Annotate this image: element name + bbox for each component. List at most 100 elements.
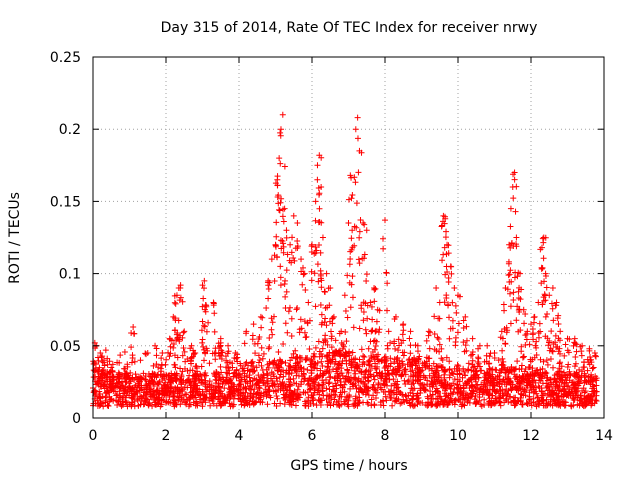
data-point bbox=[491, 387, 498, 394]
data-point bbox=[472, 378, 479, 385]
data-point bbox=[278, 195, 285, 202]
data-point bbox=[109, 361, 116, 368]
data-point bbox=[150, 362, 157, 369]
data-point bbox=[449, 370, 456, 377]
data-point bbox=[281, 163, 288, 170]
data-point bbox=[387, 355, 394, 362]
data-point bbox=[318, 358, 325, 365]
data-point bbox=[381, 354, 388, 361]
x-tick-label: 12 bbox=[522, 428, 540, 444]
data-point bbox=[539, 398, 546, 405]
data-point bbox=[273, 219, 280, 226]
data-point bbox=[378, 386, 385, 393]
data-point bbox=[132, 371, 139, 378]
data-point bbox=[517, 270, 524, 277]
data-point bbox=[223, 357, 230, 364]
data-point bbox=[179, 334, 186, 341]
data-point bbox=[510, 171, 517, 178]
data-point bbox=[499, 387, 506, 394]
data-point bbox=[275, 348, 282, 355]
data-point bbox=[446, 314, 453, 321]
data-point bbox=[286, 363, 293, 370]
data-point bbox=[372, 395, 379, 402]
data-point bbox=[155, 380, 162, 387]
data-point bbox=[340, 343, 347, 350]
data-point bbox=[302, 334, 309, 341]
data-point bbox=[153, 345, 160, 352]
data-point bbox=[460, 317, 467, 324]
data-point bbox=[146, 391, 153, 398]
data-point bbox=[161, 391, 168, 398]
data-point bbox=[395, 347, 402, 354]
data-point bbox=[131, 358, 138, 365]
data-point bbox=[213, 370, 220, 377]
data-point bbox=[462, 342, 469, 349]
data-point bbox=[539, 301, 546, 308]
data-point bbox=[282, 277, 289, 284]
data-point bbox=[259, 314, 266, 321]
data-point bbox=[373, 318, 380, 325]
data-point bbox=[293, 372, 300, 379]
data-point bbox=[316, 191, 323, 198]
data-point bbox=[199, 318, 206, 325]
data-point bbox=[309, 394, 316, 401]
data-point bbox=[592, 353, 599, 360]
data-point bbox=[276, 207, 283, 214]
data-point bbox=[501, 378, 508, 385]
data-point bbox=[101, 381, 108, 388]
data-point bbox=[384, 280, 391, 287]
data-point bbox=[270, 359, 277, 366]
data-point bbox=[305, 299, 312, 306]
data-point bbox=[314, 176, 321, 183]
data-point bbox=[455, 320, 462, 327]
data-point bbox=[270, 370, 277, 377]
data-point bbox=[302, 402, 309, 409]
data-point bbox=[406, 356, 413, 363]
data-point bbox=[490, 375, 497, 382]
data-point bbox=[218, 393, 225, 400]
data-point bbox=[346, 261, 353, 268]
data-point bbox=[324, 341, 331, 348]
data-point bbox=[379, 370, 386, 377]
data-point bbox=[525, 364, 532, 371]
data-point bbox=[140, 392, 147, 399]
data-point bbox=[407, 342, 414, 349]
data-point bbox=[236, 396, 243, 403]
data-point bbox=[458, 403, 465, 410]
data-point bbox=[328, 335, 335, 342]
data-point bbox=[593, 382, 600, 389]
data-point bbox=[523, 387, 530, 394]
data-point bbox=[472, 392, 479, 399]
data-point bbox=[310, 353, 317, 360]
data-point bbox=[349, 349, 356, 356]
data-point bbox=[168, 375, 175, 382]
data-point bbox=[497, 334, 504, 341]
data-point bbox=[523, 370, 530, 377]
data-point bbox=[182, 391, 189, 398]
data-point bbox=[427, 329, 434, 336]
data-point bbox=[284, 329, 291, 336]
data-point bbox=[246, 374, 253, 381]
data-point bbox=[167, 343, 174, 350]
data-point bbox=[277, 126, 284, 133]
data-point bbox=[345, 350, 352, 357]
data-point bbox=[407, 328, 414, 335]
data-point bbox=[217, 363, 224, 370]
data-point bbox=[450, 380, 457, 387]
data-point bbox=[430, 370, 437, 377]
data-point bbox=[403, 393, 410, 400]
data-point bbox=[392, 397, 399, 404]
data-point bbox=[520, 376, 527, 383]
data-point bbox=[570, 395, 577, 402]
data-point bbox=[514, 397, 521, 404]
data-point bbox=[468, 387, 475, 394]
data-point bbox=[540, 392, 547, 399]
data-point bbox=[523, 336, 530, 343]
data-point bbox=[218, 356, 225, 363]
data-point bbox=[383, 269, 390, 276]
data-point bbox=[352, 393, 359, 400]
x-tick-labels: 0 2 4 6 8 10 12 14 bbox=[89, 428, 613, 444]
data-point bbox=[578, 352, 585, 359]
data-point bbox=[234, 351, 241, 358]
data-point bbox=[282, 396, 289, 403]
